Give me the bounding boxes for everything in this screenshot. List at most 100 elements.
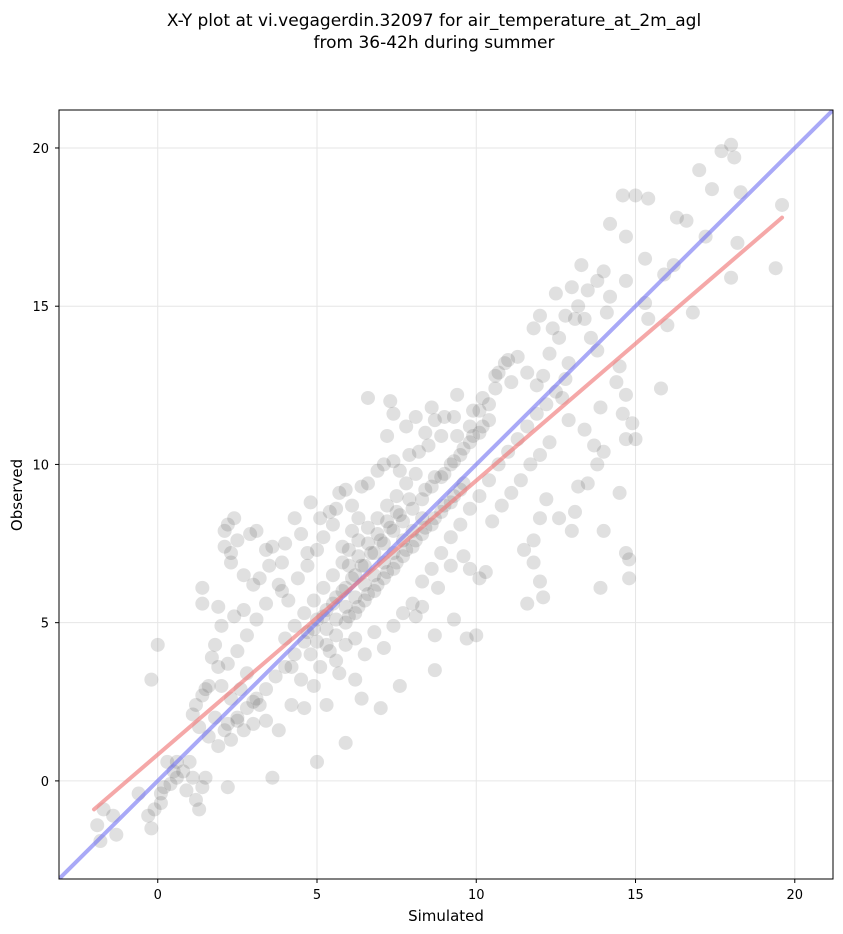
scatter-point-81: [472, 403, 487, 418]
scatter-point-185: [638, 251, 653, 266]
scatter-point-215: [475, 390, 490, 405]
scatter-point-280: [532, 447, 547, 462]
scatter-point-119: [590, 457, 605, 472]
scatter-point-276: [494, 498, 509, 513]
scatter-point-342: [386, 561, 401, 576]
scatter-point-135: [462, 561, 477, 576]
scatter-point-177: [612, 485, 627, 500]
scatter-point-171: [236, 723, 251, 738]
scatter-point-250: [329, 653, 344, 668]
scatter-point-307: [230, 710, 245, 725]
scatter-point-96: [571, 299, 586, 314]
scatter-point-220: [408, 409, 423, 424]
scatter-point-351: [319, 621, 334, 636]
scatter-point-240: [316, 530, 331, 545]
scatter-point-1: [90, 818, 105, 833]
scatter-point-82: [482, 397, 496, 412]
scatter-point-137: [443, 558, 458, 573]
scatter-point-150: [332, 666, 347, 681]
scatter-point-238: [300, 558, 315, 573]
scatter-point-305: [249, 691, 264, 706]
scatter-point-270: [520, 419, 535, 434]
scatter-point-109: [587, 438, 602, 453]
scatter-point-95: [568, 311, 582, 326]
y-tick-label-3: 15: [32, 300, 49, 315]
scatter-point-78: [446, 409, 461, 424]
scatter-point-368: [399, 476, 414, 491]
scatter-point-69: [421, 438, 436, 453]
scatter-point-256: [386, 618, 401, 633]
plot-frame: [58, 109, 834, 880]
scatter-point-247: [303, 647, 318, 662]
scatter-point-344: [405, 539, 420, 554]
scatter-point-281: [542, 435, 557, 450]
scatter-point-175: [593, 580, 608, 595]
scatter-point-354: [348, 590, 363, 605]
scatter-point-62: [360, 476, 375, 491]
scatter-point-246: [294, 672, 309, 687]
scatter-point-327: [389, 504, 404, 519]
scatter-point-131: [536, 590, 551, 605]
scatter-point-10: [157, 780, 172, 795]
chart-title-line-1: X-Y plot at vi.vegagerdin.32097 for air_…: [167, 11, 701, 31]
scatter-point-330: [316, 580, 331, 595]
scatter-point-72: [399, 419, 414, 434]
scatter-point-249: [322, 644, 337, 659]
scatter-point-211: [532, 308, 547, 323]
scatter-point-235: [274, 584, 289, 599]
scatter-point-120: [580, 476, 595, 491]
scatter-point-141: [427, 628, 442, 643]
scatter-point-212: [526, 321, 541, 336]
scatter-point-67: [402, 447, 417, 462]
scatter-point-21: [192, 802, 207, 817]
scatter-point-134: [472, 571, 487, 586]
scatter-point-80: [462, 419, 477, 434]
scatter-point-309: [341, 609, 356, 624]
scatter-point-12: [163, 777, 178, 792]
scatter-point-278: [513, 473, 528, 488]
scatter-point-54: [303, 495, 318, 510]
scatter-point-213: [497, 356, 512, 371]
scatter-point-39: [224, 546, 238, 561]
grid: [59, 110, 833, 879]
scatter-point-214: [488, 368, 503, 383]
scatter-point-283: [446, 454, 461, 469]
scatter-point-359: [396, 533, 410, 548]
scatter-point-98: [580, 283, 595, 298]
scatter-point-241: [325, 517, 340, 532]
scatter-point-353: [338, 599, 353, 614]
scatter-point-59: [338, 482, 353, 497]
scatter-point-179: [618, 546, 633, 561]
scatter-point-308: [220, 716, 235, 731]
scatter-point-101: [603, 289, 618, 304]
scatter-point-332: [297, 606, 312, 621]
scatter-point-304: [259, 682, 274, 697]
scatter-point-197: [730, 235, 745, 250]
scatter-point-230: [214, 618, 229, 633]
scatter-point-77: [434, 428, 449, 443]
scatter-point-311: [360, 587, 375, 602]
scatter-point-114: [625, 416, 640, 431]
scatter-point-64: [376, 457, 391, 472]
scatter-point-228: [201, 678, 216, 693]
scatter-point-382: [415, 492, 430, 507]
scatter-point-33: [204, 650, 219, 665]
scatter-point-15: [176, 764, 191, 779]
scatter-point-352: [329, 612, 344, 627]
scatter-point-221: [252, 571, 267, 586]
scatter-point-350: [310, 634, 324, 649]
scatter-point-199: [685, 305, 700, 320]
scatter-point-217: [450, 387, 465, 402]
scatter-point-263: [453, 517, 468, 532]
scatter-point-261: [434, 546, 449, 561]
scatter-point-158: [259, 713, 274, 728]
scatter-point-208: [574, 258, 589, 273]
scatter-point-60: [345, 498, 360, 513]
scatter-point-123: [564, 523, 579, 538]
scatter-point-288: [427, 470, 442, 485]
scatter-point-252: [348, 631, 363, 646]
scatter-point-343: [396, 549, 410, 564]
scatter-point-27: [195, 580, 210, 595]
scatter-point-159: [265, 770, 280, 785]
